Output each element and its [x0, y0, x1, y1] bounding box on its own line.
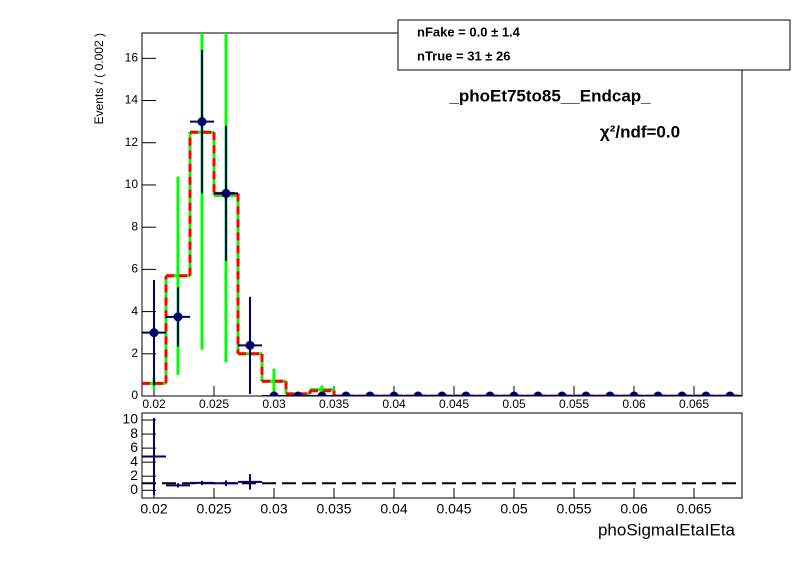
plot-area: [142, 417, 742, 496]
x-tick-label: 0.04: [382, 397, 406, 411]
y-tick-label: 10: [122, 411, 138, 427]
ratio-frame: [141, 412, 743, 499]
data-point: [557, 391, 567, 396]
data-point: [365, 391, 375, 396]
x-tick-label: 0.03: [262, 397, 286, 411]
x-tick-label: 0.02: [142, 397, 166, 411]
x-tick-label: 0.025: [196, 501, 231, 517]
chart-title: _phoEt75to85__Endcap_: [448, 86, 651, 105]
x-tick-label: 0.055: [559, 397, 589, 411]
data-point: [317, 391, 327, 396]
data-point: [485, 391, 495, 396]
data-point: [173, 312, 183, 322]
x-tick-label: 0.06: [620, 501, 647, 517]
data-point: [149, 328, 159, 338]
x-tick-label: 0.065: [676, 501, 711, 517]
y-tick-label: 14: [125, 93, 139, 107]
y-tick-label: 4: [130, 453, 138, 469]
data-point: [413, 391, 423, 396]
y-tick-label: 0: [130, 481, 138, 497]
data-point: [245, 340, 255, 350]
x-tick-label: 0.035: [319, 397, 349, 411]
x-axis-label: phoSigmaIEtaIEta: [598, 520, 736, 539]
y-tick-label: 2: [130, 467, 138, 483]
stats-text: nFake = 0.0 ± 1.4: [417, 24, 521, 39]
x-tick-label: 0.055: [556, 501, 591, 517]
x-tick-label: 0.06: [622, 397, 646, 411]
x-tick-label: 0.045: [439, 397, 469, 411]
stats-text: nTrue = 31 ± 26: [417, 48, 511, 63]
plot-area: [142, 33, 742, 396]
x-tick-label: 0.04: [380, 501, 407, 517]
y-tick-label: 12: [125, 135, 139, 149]
y-tick-label: 8: [131, 219, 138, 233]
data-point: [197, 117, 207, 127]
data-point: [389, 391, 399, 396]
y-tick-label: 8: [130, 425, 138, 441]
x-tick-label: 0.035: [316, 501, 351, 517]
stats-box: [397, 19, 791, 71]
x-tick-label: 0.03: [260, 501, 287, 517]
y-tick-label: 6: [130, 439, 138, 455]
data-point: [725, 391, 735, 396]
data-point: [581, 391, 591, 396]
data-point: [605, 391, 615, 396]
data-point: [701, 391, 711, 396]
y-tick-label: 16: [125, 50, 139, 64]
y-tick-label: 6: [131, 262, 138, 276]
data-point: [293, 391, 303, 396]
x-tick-label: 0.045: [436, 501, 471, 517]
y-axis-label: Events / ( 0.002 ): [92, 33, 106, 124]
data-point: [533, 391, 543, 396]
data-point: [509, 391, 519, 396]
data-point: [629, 391, 639, 396]
data-point: [653, 391, 663, 396]
data-point: [677, 391, 687, 396]
x-tick-label: 0.025: [199, 397, 229, 411]
y-tick-label: 10: [125, 177, 139, 191]
data-point: [341, 391, 351, 396]
x-tick-label: 0.02: [140, 501, 167, 517]
annotation: χ²/ndf=0.0: [600, 122, 680, 141]
data-point: [221, 188, 231, 198]
y-tick-label: 4: [131, 304, 138, 318]
y-tick-label: 0: [131, 388, 138, 402]
data-point: [437, 391, 447, 396]
x-tick-label: 0.05: [502, 397, 526, 411]
main-frame: [141, 32, 743, 397]
y-tick-label: 2: [131, 346, 138, 360]
x-tick-label: 0.065: [679, 397, 709, 411]
x-tick-label: 0.05: [500, 501, 527, 517]
data-point: [269, 391, 279, 396]
data-point: [461, 391, 471, 396]
